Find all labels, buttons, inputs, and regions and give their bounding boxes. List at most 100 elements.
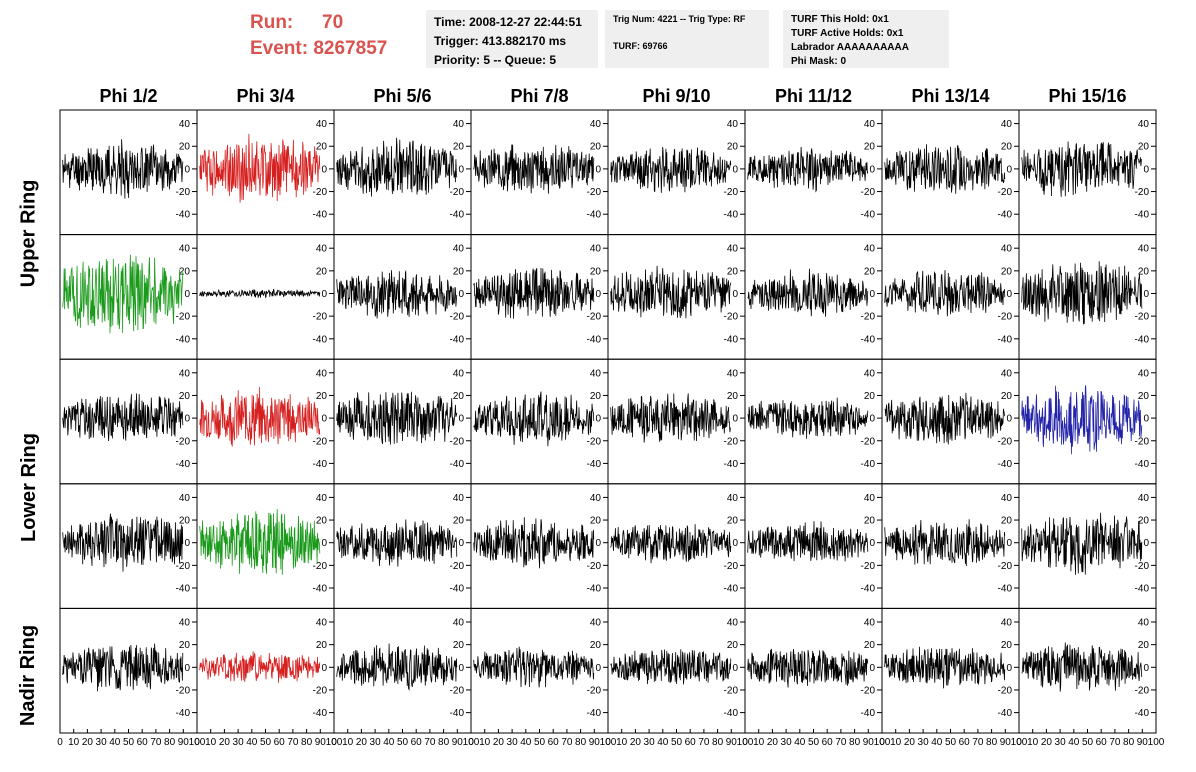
y-tick-label: 40 bbox=[590, 244, 602, 255]
y-tick-label: 0 bbox=[595, 663, 601, 674]
waveform-trace bbox=[473, 646, 595, 688]
x-tick-label: 70 bbox=[287, 737, 299, 748]
y-tick-label: -40 bbox=[313, 334, 328, 345]
x-tick-label: 80 bbox=[301, 737, 313, 748]
x-tick-label: 10 bbox=[342, 737, 354, 748]
y-tick-label: 20 bbox=[316, 266, 328, 277]
waveform-panel-r0-c1: -40 -20 0 20 40 bbox=[196, 109, 335, 236]
x-tick-label: 70 bbox=[424, 737, 436, 748]
waveform-panel-r4-c5: -40 -20 0 20 40 bbox=[744, 607, 883, 734]
y-tick-label: 0 bbox=[184, 414, 190, 425]
waveform-trace bbox=[884, 392, 1006, 445]
x-tick-label: 50 bbox=[808, 737, 820, 748]
waveform-panel-r1-c1: -40 -20 0 20 40 bbox=[196, 234, 335, 360]
waveform-trace bbox=[199, 651, 321, 683]
x-tick-label: 60 bbox=[137, 737, 149, 748]
run-event-box: Run: 70 Event: 8267857 bbox=[250, 10, 420, 70]
waveform-trace bbox=[610, 393, 732, 443]
trig-num-line: Trig Num: 4221 -- Trig Type: RF bbox=[613, 14, 746, 24]
waveform-panel-r1-c6: -40 -20 0 20 40 bbox=[881, 234, 1020, 360]
y-tick-label: -20 bbox=[176, 187, 191, 198]
y-tick-label: -40 bbox=[313, 584, 328, 595]
y-tick-label: 20 bbox=[590, 266, 602, 277]
y-tick-label: 40 bbox=[1001, 617, 1013, 628]
x-tick-label: 70 bbox=[698, 737, 710, 748]
time-line: Time: 2008-12-27 22:44:51 bbox=[434, 15, 582, 29]
y-tick-label: 0 bbox=[869, 164, 875, 175]
x-tick-label: 20 bbox=[1041, 737, 1053, 748]
y-tick-label: -40 bbox=[724, 334, 739, 345]
waveform-panel-r4-c4: -40 -20 0 20 40 bbox=[607, 607, 746, 734]
y-tick-label: 20 bbox=[179, 640, 191, 651]
x-tick-label: 80 bbox=[164, 737, 176, 748]
y-tick-label: -40 bbox=[724, 210, 739, 221]
y-tick-label: 0 bbox=[1006, 164, 1012, 175]
y-tick-label: 20 bbox=[179, 391, 191, 402]
y-tick-label: -40 bbox=[1135, 708, 1150, 719]
x-tick-label: 90 bbox=[589, 737, 601, 748]
waveform-trace bbox=[199, 288, 321, 299]
x-tick-label: 40 bbox=[794, 737, 806, 748]
x-tick-label: 60 bbox=[274, 737, 286, 748]
event-value: 8267857 bbox=[313, 38, 388, 59]
y-tick-label: -40 bbox=[450, 584, 465, 595]
waveform-trace bbox=[610, 265, 732, 319]
y-tick-label: -20 bbox=[176, 436, 191, 447]
x-tick-label: 100 bbox=[874, 737, 891, 748]
x-tick-label: 60 bbox=[685, 737, 697, 748]
waveform-trace bbox=[199, 509, 321, 575]
y-tick-label: 0 bbox=[321, 414, 327, 425]
x-tick-label: 70 bbox=[972, 737, 984, 748]
column-title-phi-7-8: Phi 7/8 bbox=[510, 86, 569, 106]
event-line: Event: 8267857 bbox=[250, 36, 420, 62]
y-tick-label: 40 bbox=[179, 493, 191, 504]
y-tick-label: 20 bbox=[1001, 640, 1013, 651]
y-tick-label: -40 bbox=[313, 210, 328, 221]
waveform-trace bbox=[473, 144, 595, 194]
y-tick-label: 40 bbox=[453, 493, 465, 504]
waveform-panel-r3-c5: -40 -20 0 20 40 bbox=[744, 483, 883, 609]
y-tick-label: 0 bbox=[458, 164, 464, 175]
waveform-panel-r0-c7: -40 -20 0 20 40 bbox=[1018, 109, 1157, 236]
y-tick-label: 20 bbox=[864, 142, 876, 153]
y-tick-label: -40 bbox=[998, 210, 1013, 221]
y-tick-label: 20 bbox=[590, 516, 602, 527]
y-tick-label: -20 bbox=[1135, 312, 1150, 323]
x-tick-label: 90 bbox=[726, 737, 738, 748]
x-tick-label: 20 bbox=[356, 737, 368, 748]
waveform-panel-r2-c6: -40 -20 0 20 40 bbox=[881, 358, 1020, 485]
x-tick-label: 100 bbox=[1148, 737, 1165, 748]
x-tick-label: 40 bbox=[246, 737, 258, 748]
x-tick-label: 30 bbox=[781, 737, 793, 748]
y-tick-label: 0 bbox=[732, 164, 738, 175]
waveform-trace bbox=[1021, 385, 1143, 455]
waveform-panel-r2-c3: -40 -20 0 20 40 bbox=[470, 358, 609, 485]
y-tick-label: 40 bbox=[453, 119, 465, 130]
x-tick-label: 50 bbox=[671, 737, 683, 748]
x-tick-label: 40 bbox=[657, 737, 669, 748]
y-tick-label: 40 bbox=[590, 119, 602, 130]
waveform-trace bbox=[62, 139, 184, 199]
waveform-trace bbox=[610, 649, 732, 685]
x-tick-label: 40 bbox=[383, 737, 395, 748]
y-tick-label: 40 bbox=[727, 617, 739, 628]
y-tick-label: -40 bbox=[1135, 334, 1150, 345]
column-title-phi-11-12: Phi 11/12 bbox=[774, 86, 853, 106]
y-tick-label: -20 bbox=[176, 312, 191, 323]
x-tick-label: 60 bbox=[822, 737, 834, 748]
y-tick-label: 0 bbox=[595, 289, 601, 300]
x-tick-label: 100 bbox=[326, 737, 343, 748]
x-tick-label: 50 bbox=[123, 737, 135, 748]
y-tick-label: 40 bbox=[316, 493, 328, 504]
x-tick-label: 70 bbox=[150, 737, 162, 748]
y-tick-label: -40 bbox=[176, 708, 191, 719]
x-tick-label: 50 bbox=[260, 737, 272, 748]
y-tick-label: -20 bbox=[313, 187, 328, 198]
x-tick-label: 80 bbox=[1123, 737, 1135, 748]
y-tick-label: -40 bbox=[450, 210, 465, 221]
waveform-panel-r0-c2: -40 -20 0 20 40 bbox=[333, 109, 472, 236]
y-tick-label: -20 bbox=[313, 436, 328, 447]
y-tick-label: 40 bbox=[590, 368, 602, 379]
waveform-trace bbox=[62, 643, 184, 692]
